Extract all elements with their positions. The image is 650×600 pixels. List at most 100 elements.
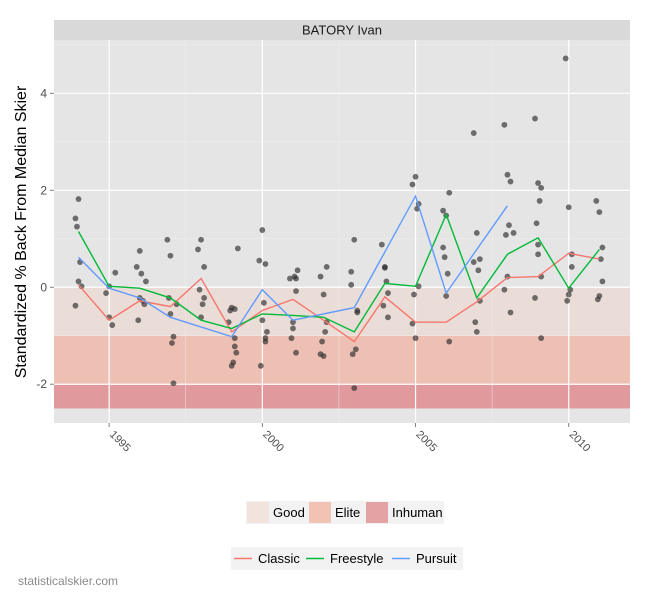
legend-label-elite: Elite xyxy=(335,505,360,520)
data-point xyxy=(293,288,299,295)
data-point xyxy=(535,251,541,258)
x-tick-label: 2005 xyxy=(413,429,439,455)
data-point xyxy=(472,319,479,326)
data-point xyxy=(231,306,238,312)
data-point xyxy=(167,252,174,259)
data-point xyxy=(444,270,451,277)
data-point xyxy=(385,314,391,321)
data-point xyxy=(317,351,324,358)
data-point xyxy=(446,189,453,196)
data-point xyxy=(503,231,509,238)
data-point xyxy=(322,328,329,335)
data-point xyxy=(470,130,477,136)
data-point xyxy=(440,207,447,214)
data-point xyxy=(446,338,453,345)
data-point xyxy=(201,295,208,301)
data-point xyxy=(533,220,540,227)
x-tick-label: 2000 xyxy=(260,429,286,455)
legend-label-classic: Classic xyxy=(258,551,300,566)
data-point xyxy=(348,281,355,288)
data-point xyxy=(535,241,541,248)
data-point xyxy=(565,291,572,298)
data-point xyxy=(290,319,296,326)
x-tick-label: 1995 xyxy=(107,429,133,455)
data-point xyxy=(415,283,422,290)
facet-strip-bg xyxy=(54,20,630,40)
data-point xyxy=(233,349,240,356)
band-elite xyxy=(54,335,630,385)
data-point xyxy=(506,222,512,229)
data-point xyxy=(319,338,325,345)
y-tick-label: -2 xyxy=(36,377,47,391)
data-point xyxy=(164,236,171,243)
data-point xyxy=(412,335,419,342)
data-point xyxy=(380,302,387,309)
data-point xyxy=(170,380,177,387)
data-point xyxy=(507,309,514,316)
y-tick-label: 0 xyxy=(40,280,47,294)
legend-label-inhuman: Inhuman xyxy=(392,505,443,520)
data-point xyxy=(562,55,569,62)
band-good xyxy=(54,287,630,336)
data-point xyxy=(201,263,208,270)
data-point xyxy=(501,286,508,293)
series-line-classic xyxy=(77,252,600,343)
data-point xyxy=(476,256,483,263)
data-point xyxy=(136,247,143,254)
series-line-freestyle xyxy=(77,212,600,333)
facet-strip: BATORY Ivan xyxy=(54,20,630,40)
data-point xyxy=(473,230,480,236)
data-point xyxy=(109,322,116,328)
data-point xyxy=(501,121,508,128)
data-point xyxy=(133,263,140,270)
data-point xyxy=(568,263,575,270)
data-point xyxy=(135,317,142,324)
data-point xyxy=(323,263,330,270)
data-point xyxy=(507,178,514,185)
legend-key-good xyxy=(247,502,269,523)
data-point xyxy=(348,268,355,275)
facet-strip-label: BATORY Ivan xyxy=(302,23,382,38)
x-tick-label: 2010 xyxy=(567,429,593,455)
data-point xyxy=(234,245,241,252)
data-point xyxy=(381,264,388,271)
data-point xyxy=(75,278,82,285)
legend-series-bg xyxy=(389,547,463,570)
data-point xyxy=(535,180,541,186)
data-point xyxy=(293,349,299,356)
data-point xyxy=(349,351,356,358)
band-inhuman xyxy=(54,384,630,409)
data-point xyxy=(596,293,603,299)
data-point xyxy=(293,275,299,282)
data-point xyxy=(599,278,606,285)
data-point xyxy=(351,236,358,243)
data-point xyxy=(532,295,538,301)
data-point xyxy=(198,236,204,243)
data-point xyxy=(288,335,295,342)
data-point xyxy=(320,291,327,298)
data-point xyxy=(257,362,264,369)
data-point xyxy=(317,273,324,280)
data-point xyxy=(231,335,238,342)
data-point xyxy=(409,181,416,188)
data-point xyxy=(538,335,545,342)
data-point xyxy=(199,301,206,308)
data-point xyxy=(597,256,604,263)
data-point xyxy=(262,261,269,267)
data-point xyxy=(260,299,267,306)
data-point xyxy=(259,317,266,324)
data-point xyxy=(412,173,419,180)
y-tick-label: 4 xyxy=(40,86,47,100)
data-point xyxy=(169,340,175,346)
data-point xyxy=(228,362,235,369)
data-point xyxy=(564,297,571,304)
data-point xyxy=(264,328,270,335)
y-tick-label: 2 xyxy=(40,183,47,197)
data-point xyxy=(141,301,148,308)
data-point xyxy=(538,184,545,191)
data-point xyxy=(440,244,447,251)
data-point xyxy=(143,278,149,285)
data-point xyxy=(72,302,79,309)
legend-label-pursuit: Pursuit xyxy=(416,551,457,566)
